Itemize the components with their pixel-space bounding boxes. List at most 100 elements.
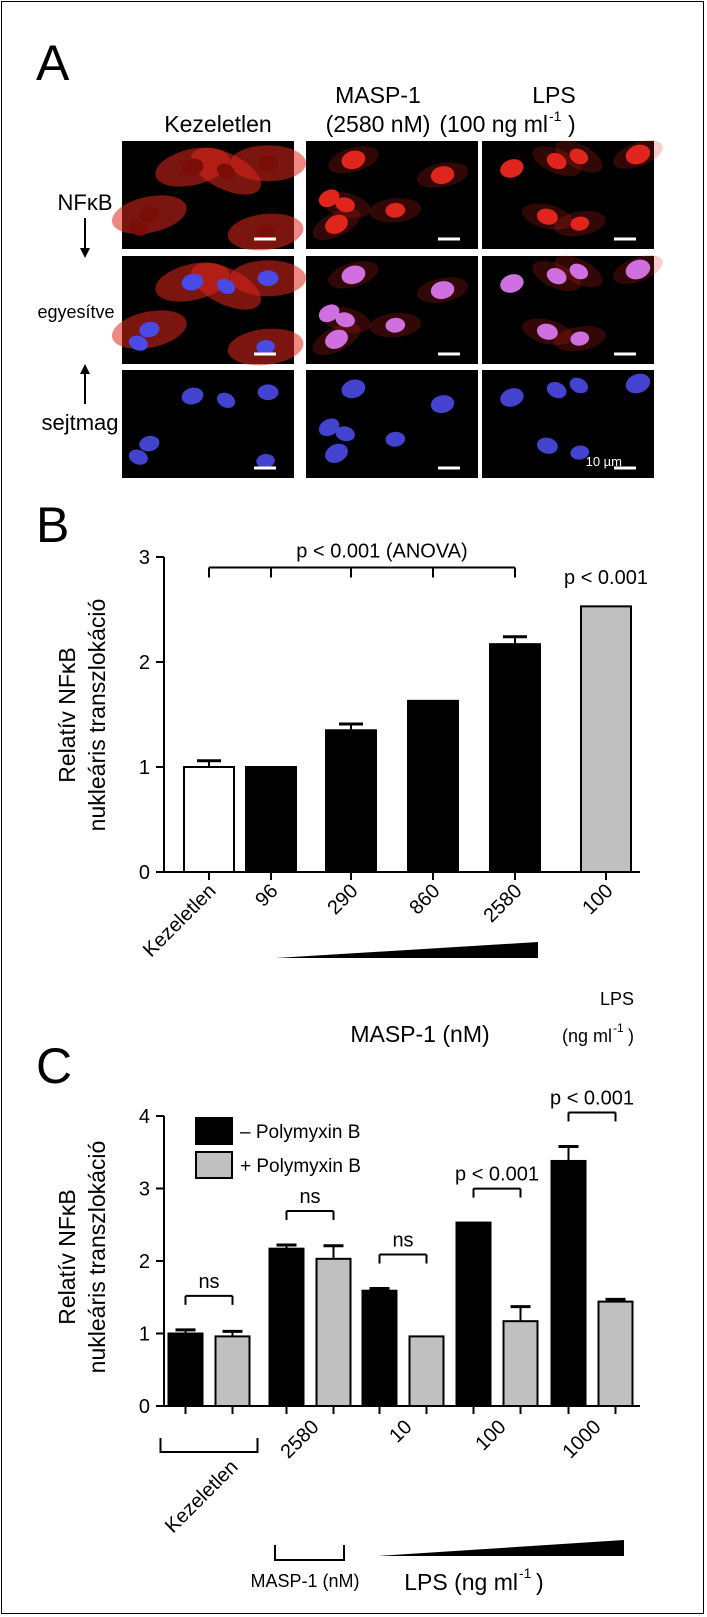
- cell-nucleus: [625, 259, 651, 280]
- chart-b-y-tick-label: 3: [139, 547, 150, 569]
- row-label-merged: egyesítve: [37, 302, 114, 322]
- chart-b-x-tick-label: 2580: [480, 880, 527, 927]
- chart-b-bar: [580, 605, 632, 873]
- chart-c-x-tick-label: 2580: [277, 1416, 324, 1463]
- chart-b-x-tick-label: 96: [251, 880, 282, 911]
- cell-nucleus: [181, 387, 204, 405]
- row-label-nucleus: sejtmag: [41, 410, 118, 435]
- chart-c-y-tick-label: 3: [139, 1179, 150, 1201]
- panel-label-c: C: [36, 1038, 72, 1094]
- cell-nucleus: [257, 270, 279, 287]
- cell-nucleus: [181, 273, 204, 291]
- micrograph-tile: [482, 256, 654, 364]
- cell-nucleus: [570, 216, 590, 231]
- chart-c: Relatív NFκB nukleáris transzlokáció MAS…: [54, 1087, 640, 1595]
- chart-b-bar: [245, 766, 297, 873]
- cell-nucleus: [536, 323, 558, 340]
- cell-nucleus: [139, 435, 160, 452]
- chart-b-group-label-lps-close: ): [628, 1026, 634, 1046]
- chart-b-ylabel-line2: nukleáris transzlokáció: [84, 599, 110, 832]
- chart-c-sig-label: ns: [392, 1230, 413, 1252]
- chart-b-group-label-lps: LPS: [600, 989, 634, 1009]
- cell-nucleus: [569, 148, 589, 165]
- cell-nucleus: [325, 214, 348, 234]
- cell-nucleus: [546, 267, 567, 285]
- cell-nucleus: [128, 220, 148, 236]
- chart-c-sig-label: ns: [198, 1271, 219, 1293]
- micrograph-grid: [111, 140, 663, 478]
- chart-b: Relatív NFκB nukleáris transzlokáció MAS…: [54, 541, 648, 1048]
- chart-c-bar: [361, 1289, 398, 1407]
- cell-nucleus: [385, 317, 406, 333]
- chart-b-bar: [325, 729, 377, 873]
- chart-b-group-label-masp: MASP-1 (nM): [350, 1021, 489, 1047]
- chart-c-y-tick-label: 4: [139, 1106, 150, 1128]
- chart-c-y-tick-label: 2: [139, 1251, 150, 1273]
- chart-c-bar: [502, 1320, 539, 1408]
- chart-c-y-tick-label: 0: [139, 1396, 150, 1418]
- chart-b-x-tick-label: 860: [405, 880, 444, 919]
- arrow-up-icon: [80, 364, 90, 404]
- cell-nucleus: [128, 449, 148, 465]
- chart-c-untreated-bracket: [159, 1438, 259, 1453]
- chart-c-bar: [550, 1159, 587, 1407]
- col-header-untreated: Kezeletlen: [164, 111, 271, 137]
- chart-c-legend-label: – Polymyxin B: [240, 1122, 360, 1143]
- chart-c-bar: [597, 1300, 634, 1407]
- col-header-masp1: MASP-1: [335, 82, 421, 108]
- cell-nucleus: [256, 224, 275, 239]
- chart-b-y-tick-label: 2: [139, 652, 150, 674]
- chart-c-group-label-masp: MASP-1 (nM): [250, 1571, 359, 1591]
- cell-nucleus: [139, 321, 160, 338]
- cell-nucleus: [570, 445, 590, 460]
- chart-c-bar: [408, 1335, 445, 1408]
- cell-nucleus: [385, 202, 406, 218]
- cell-nucleus: [256, 339, 275, 354]
- chart-c-legend-swatch: [195, 1117, 233, 1145]
- cell-nucleus: [257, 384, 279, 401]
- chart-b-anova-label: p < 0.001 (ANOVA): [296, 541, 467, 563]
- cell-nucleus: [181, 158, 204, 176]
- chart-c-group-label-lps-sup: -1: [519, 1565, 532, 1581]
- chart-c-legend-swatch: [195, 1151, 233, 1179]
- chart-b-x-tick-label: 290: [323, 880, 362, 919]
- chart-c-bar: [268, 1247, 305, 1408]
- cell-nucleus: [216, 392, 236, 408]
- cell-nucleus: [335, 312, 355, 328]
- col-header-masp1-dose: (2580 nM): [326, 111, 431, 137]
- chart-b-bar: [183, 766, 235, 873]
- cell-nucleus: [500, 159, 524, 178]
- cell-nucleus: [500, 388, 524, 407]
- chart-c-bar: [315, 1257, 352, 1407]
- cell-nucleus: [385, 431, 406, 447]
- cell-nucleus: [139, 206, 160, 223]
- chart-c-sig-label: ns: [299, 1186, 320, 1208]
- chart-c-group-label-lps-close: ): [536, 1569, 544, 1595]
- chart-b-x-tick-label: 100: [578, 880, 617, 919]
- cell-nucleus: [341, 379, 366, 399]
- chart-b-y-tick-label: 0: [139, 862, 150, 884]
- col-header-lps-dose-close: ): [568, 111, 576, 137]
- chart-c-group-label-lps: LPS (ng ml: [404, 1569, 518, 1595]
- cell-nucleus: [536, 208, 558, 225]
- cell-nucleus: [341, 265, 366, 285]
- chart-b-bar: [489, 643, 541, 874]
- chart-b-group-label-lps-sup: -1: [613, 1021, 624, 1035]
- cell-nucleus: [318, 304, 340, 323]
- scale-bar-label: 10 µm: [586, 454, 622, 469]
- cell-nucleus: [625, 373, 651, 394]
- chart-c-x-tick-label: 1000: [559, 1416, 606, 1463]
- chart-b-bar: [407, 699, 459, 873]
- chart-c-x-tick-label: Kezeletlen: [161, 1456, 243, 1538]
- chart-c-lps-wedge: [378, 1540, 624, 1556]
- cell-nucleus: [430, 281, 455, 300]
- chart-b-ylabel-line1: Relatív NFκB: [54, 647, 80, 782]
- cell-nucleus: [335, 197, 355, 213]
- cell-nucleus: [546, 381, 567, 399]
- micrograph-tile: [482, 141, 654, 249]
- cell-nucleus: [257, 155, 279, 172]
- cell-nucleus: [430, 166, 455, 185]
- chart-c-masp-bracket: [274, 1545, 345, 1561]
